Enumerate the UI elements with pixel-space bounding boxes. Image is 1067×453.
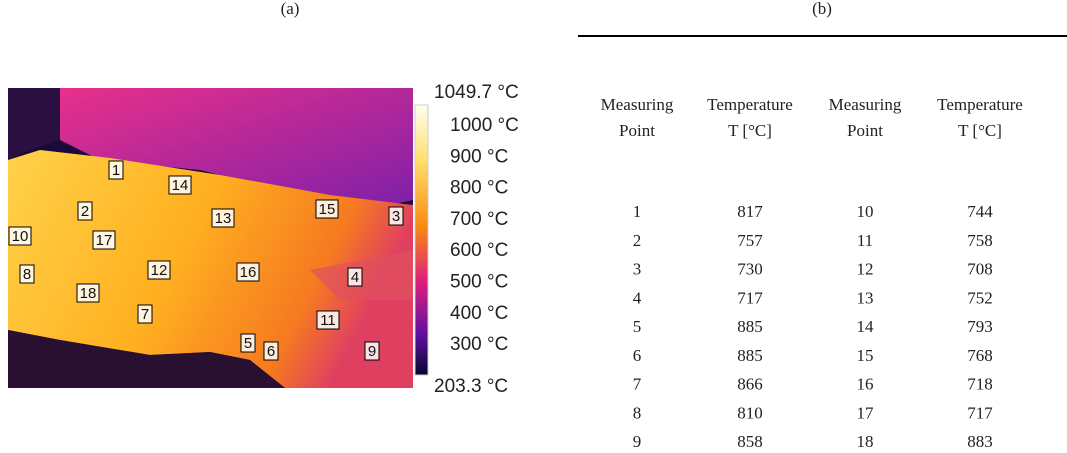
point-label: 11 [320,312,336,329]
table-cell: 4 [633,288,642,307]
point-label: 8 [23,266,31,283]
table-cell: 12 [857,260,874,279]
header-line: Temperature [937,95,1023,114]
table-cell: 817 [737,202,763,221]
table-cell: 752 [967,288,993,307]
table-cell: 718 [967,375,993,394]
point-label: 7 [141,306,149,323]
point-label: 13 [215,210,232,227]
table-cell: 9 [633,432,642,451]
point-label: 6 [267,343,275,360]
point-label: 4 [351,269,359,286]
table-cell: 10 [857,202,874,221]
table-cell: 768 [967,346,993,365]
colorbar-min: 203.3 °C [434,376,508,397]
table-header: Temperature T [°C] [937,95,1023,140]
thermal-image [8,88,413,388]
point-label: 18 [80,285,97,302]
table-cell: 13 [857,288,874,307]
table-cell: 883 [967,432,993,451]
table-cell: 18 [857,432,874,451]
table-cell: 885 [737,346,763,365]
header-line: Temperature [707,95,793,114]
page: (a) (b) 1049.7 °C 1000 °C 900 °C 800 °C 700 … [0,0,1067,453]
panel-label: (b) [812,0,832,18]
point-label: 2 [81,203,89,220]
header-line: T [°C] [958,121,1002,140]
table-cell: 744 [967,202,993,221]
point-label: 14 [172,177,189,194]
point-label: 10 [12,228,29,245]
colorbar-tick: 900 °C [450,146,508,167]
table-cell: 1 [633,202,642,221]
table-cell: 885 [737,317,763,336]
point-label: 12 [151,262,168,279]
colorbar-tick: 1000 °C [450,115,519,136]
colorbar [415,105,428,375]
table-cell: 717 [737,288,763,307]
table-cell: 758 [967,231,993,250]
table-header: Measuring Point [601,95,674,140]
figure: (a) (b) 1049.7 °C 1000 °C 900 °C 800 °C 700 … [0,0,1067,453]
table-cell: 15 [857,346,874,365]
table-cell: 7 [633,375,642,394]
table-header: Temperature T [°C] [707,95,793,140]
colorbar-tick: 800 °C [450,178,508,199]
colorbar-tick: 600 °C [450,240,508,261]
table-cell: 793 [967,317,993,336]
table-cell: 14 [857,317,875,336]
header-line: Measuring [829,95,902,114]
point-label: 17 [96,232,113,249]
point-label: 3 [392,208,400,225]
point-label: 9 [368,343,376,360]
table-cell: 11 [857,231,873,250]
point-label: 5 [244,335,252,352]
table-cell: 3 [633,260,642,279]
colorbar-max: 1049.7 °C [434,82,519,103]
table-cell: 810 [737,403,763,422]
point-label: 15 [319,201,336,218]
table-cell: 6 [633,346,642,365]
table-cell: 708 [967,260,993,279]
header-line: Point [847,121,883,140]
colorbar-tick: 500 °C [450,272,508,293]
colorbar-tick: 400 °C [450,303,508,324]
table-cell: 8 [633,403,642,422]
table-cell: 17 [857,403,875,422]
header-line: Measuring [601,95,674,114]
point-label: 1 [112,162,120,179]
table-cell: 16 [857,375,874,394]
colorbar-tick: 700 °C [450,209,508,230]
colorbar-tick: 300 °C [450,334,508,355]
header-line: Point [619,121,655,140]
point-label: 16 [240,264,257,281]
table-cell: 2 [633,231,642,250]
table-cell: 866 [737,375,763,394]
table-header: Measuring Point [829,95,902,140]
panel-label: (a) [281,0,300,18]
table-cell: 5 [633,317,642,336]
table-cell: 717 [967,403,993,422]
table-cell: 757 [737,231,763,250]
table-cell: 858 [737,432,763,451]
header-line: T [°C] [728,121,772,140]
table-cell: 730 [737,260,763,279]
